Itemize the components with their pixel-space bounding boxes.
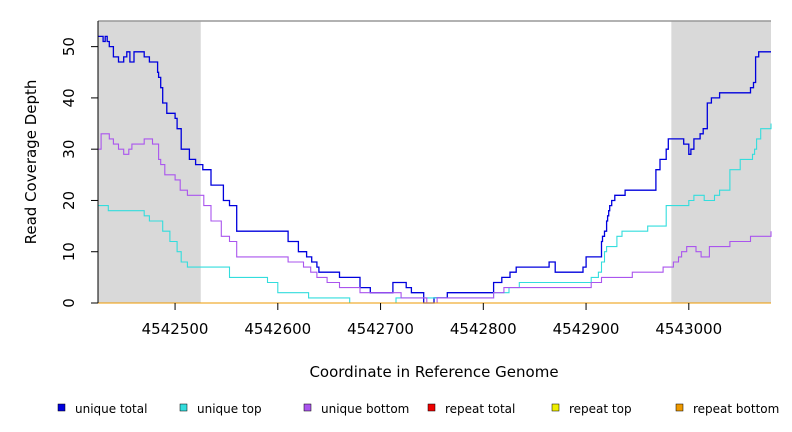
shaded-region-0 xyxy=(98,21,201,303)
legend-swatch xyxy=(179,403,188,412)
y-tick-label: 0 xyxy=(60,298,78,308)
legend-item-repeat-total: repeat total xyxy=(427,402,515,416)
shaded-regions xyxy=(98,21,771,303)
x-ticks: 4542500 4542600 4542700 4542800 4542900 45430… xyxy=(142,303,722,338)
y-tick-label: 10 xyxy=(60,242,78,261)
legend-label: repeat top xyxy=(569,402,632,416)
x-tick-label: 4542600 xyxy=(244,320,311,338)
legend-item-repeat-top: repeat top xyxy=(551,402,632,416)
legend-label: repeat total xyxy=(445,402,515,416)
legend-label: unique top xyxy=(197,402,262,416)
shaded-region-1 xyxy=(671,21,771,303)
legend-label: unique total xyxy=(75,402,147,416)
y-tick-label: 20 xyxy=(60,191,78,210)
x-tick-label: 4542700 xyxy=(347,320,414,338)
series-line-unique-total xyxy=(98,35,771,304)
series-line-unique-bottom xyxy=(98,133,772,304)
axes xyxy=(97,20,771,303)
legend-item-repeat-bottom: repeat bottom xyxy=(675,402,779,416)
legend-label: unique bottom xyxy=(321,402,409,416)
x-tick-label: 4542900 xyxy=(553,320,620,338)
series-line-unique-top xyxy=(98,123,772,304)
legend-swatch xyxy=(57,403,66,412)
legend: unique total unique top unique bottom repea… xyxy=(57,402,779,416)
legend-swatch xyxy=(675,403,684,412)
legend-swatch xyxy=(551,403,560,412)
y-tick-label: 30 xyxy=(60,140,78,159)
y-axis-label: Read Coverage Depth xyxy=(22,80,40,245)
legend-item-unique-total: unique total xyxy=(57,402,147,416)
legend-label: repeat bottom xyxy=(693,402,779,416)
y-tick-label: 50 xyxy=(60,37,78,56)
y-tick-label: 40 xyxy=(60,88,78,107)
x-axis-label: Coordinate in Reference Genome xyxy=(309,363,558,381)
legend-item-unique-bottom: unique bottom xyxy=(303,402,409,416)
y-ticks: 0 10 20 30 40 50 xyxy=(60,37,98,308)
x-tick-label: 4542500 xyxy=(142,320,209,338)
legend-swatch xyxy=(427,403,436,412)
x-tick-label: 4542800 xyxy=(450,320,517,338)
legend-swatch xyxy=(303,403,312,412)
series-lines xyxy=(98,35,772,304)
legend-item-unique-top: unique top xyxy=(179,402,262,416)
x-tick-label: 4543000 xyxy=(655,320,722,338)
